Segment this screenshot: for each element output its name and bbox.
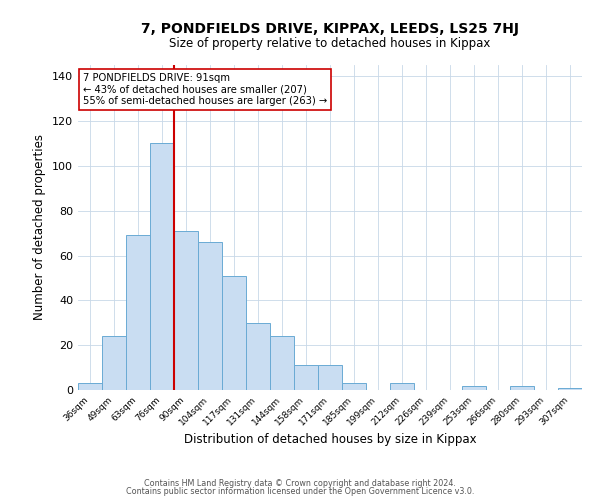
Text: 7, PONDFIELDS DRIVE, KIPPAX, LEEDS, LS25 7HJ: 7, PONDFIELDS DRIVE, KIPPAX, LEEDS, LS25… [141,22,519,36]
Bar [246,323,270,390]
Bar [126,236,150,390]
Bar [390,384,414,390]
Bar [270,336,294,390]
Bar [462,386,486,390]
Text: Contains HM Land Registry data © Crown copyright and database right 2024.: Contains HM Land Registry data © Crown c… [144,478,456,488]
Y-axis label: Number of detached properties: Number of detached properties [34,134,46,320]
Bar [198,242,222,390]
Bar [318,366,342,390]
Text: Size of property relative to detached houses in Kippax: Size of property relative to detached ho… [169,38,491,51]
Bar [78,384,102,390]
Text: 7 PONDFIELDS DRIVE: 91sqm
← 43% of detached houses are smaller (207)
55% of semi: 7 PONDFIELDS DRIVE: 91sqm ← 43% of detac… [83,73,327,106]
Text: Contains public sector information licensed under the Open Government Licence v3: Contains public sector information licen… [126,487,474,496]
Bar [294,366,318,390]
Bar [102,336,126,390]
Bar [510,386,534,390]
Bar [222,276,246,390]
Bar [342,384,366,390]
Bar [150,144,174,390]
Bar [174,231,198,390]
Bar [558,388,582,390]
X-axis label: Distribution of detached houses by size in Kippax: Distribution of detached houses by size … [184,432,476,446]
